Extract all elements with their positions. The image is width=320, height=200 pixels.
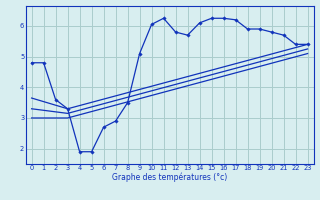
X-axis label: Graphe des températures (°c): Graphe des températures (°c): [112, 173, 227, 182]
